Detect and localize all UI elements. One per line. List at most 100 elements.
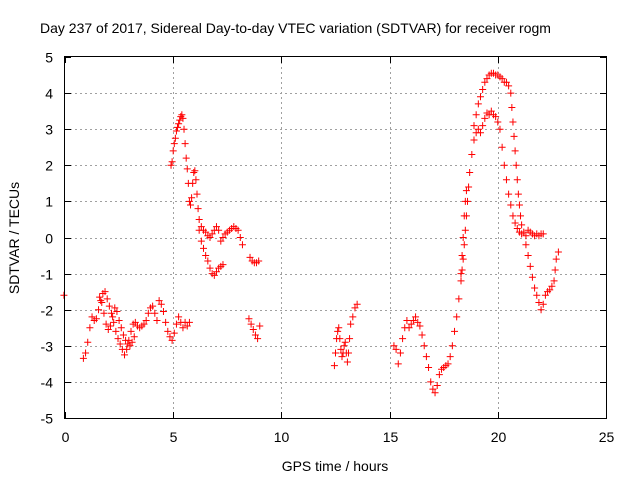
- y-tick-label: 2: [45, 158, 53, 174]
- data-point: [202, 252, 210, 260]
- data-point: [444, 360, 452, 368]
- data-point: [178, 111, 186, 119]
- data-point: [554, 248, 562, 256]
- data-point: [97, 297, 105, 305]
- data-point: [210, 271, 218, 279]
- data-point: [110, 318, 118, 326]
- data-point: [535, 298, 543, 306]
- data-point: [98, 298, 106, 306]
- data-point: [176, 116, 184, 124]
- data-point: [353, 300, 361, 308]
- data-point: [537, 306, 545, 314]
- data-point: [109, 313, 117, 321]
- data-point: [119, 331, 127, 339]
- data-point: [113, 308, 121, 316]
- data-point: [155, 297, 163, 305]
- data-point: [476, 93, 484, 101]
- data-point: [341, 338, 349, 346]
- data-point: [217, 237, 225, 245]
- data-point: [414, 318, 422, 326]
- data-point: [255, 257, 263, 265]
- data-point: [505, 190, 513, 198]
- data-point: [511, 147, 519, 155]
- y-tick-label: 1: [45, 194, 53, 210]
- y-tick-label: 5: [45, 50, 53, 66]
- data-point: [418, 331, 426, 339]
- data-point: [412, 313, 420, 321]
- data-point: [122, 336, 130, 344]
- axis-ticks: [65, 57, 607, 419]
- data-point: [474, 100, 482, 108]
- x-tick-label: 15: [383, 429, 399, 445]
- data-point: [344, 349, 352, 357]
- data-point: [510, 132, 518, 140]
- data-point: [194, 205, 202, 213]
- data-point: [157, 300, 165, 308]
- data-point: [256, 322, 264, 330]
- data-point: [526, 262, 534, 270]
- data-point: [340, 342, 348, 350]
- data-point: [106, 322, 114, 330]
- y-tick-label: 4: [45, 86, 53, 102]
- data-point: [453, 313, 461, 321]
- data-point: [219, 234, 227, 241]
- data-points: [60, 69, 562, 397]
- data-point: [172, 127, 180, 135]
- data-point: [336, 335, 344, 343]
- data-point: [498, 75, 506, 83]
- data-point: [131, 318, 139, 326]
- data-point: [511, 219, 519, 227]
- data-point: [188, 194, 196, 202]
- data-point: [457, 270, 465, 278]
- data-point: [236, 234, 244, 241]
- data-point: [539, 230, 547, 238]
- x-tick-label: 0: [62, 429, 70, 445]
- data-point: [142, 317, 150, 325]
- data-point: [334, 327, 342, 335]
- data-point: [551, 266, 559, 274]
- data-point: [86, 324, 94, 332]
- data-point: [234, 226, 242, 234]
- data-point: [512, 161, 520, 169]
- data-point: [548, 282, 556, 290]
- chart-title: Day 237 of 2017, Sidereal Day-to-day VTE…: [40, 20, 551, 36]
- data-point: [459, 234, 467, 241]
- data-point: [446, 353, 454, 361]
- data-point: [126, 342, 134, 350]
- data-point: [448, 342, 456, 350]
- data-point: [481, 114, 489, 122]
- data-point: [396, 349, 404, 357]
- data-point: [394, 360, 402, 368]
- data-point: [332, 349, 339, 357]
- data-point: [431, 389, 439, 397]
- data-point: [539, 300, 547, 308]
- grid-lines: [65, 57, 606, 418]
- data-point: [483, 75, 491, 83]
- data-point: [190, 169, 198, 177]
- data-point: [111, 304, 119, 312]
- data-point: [349, 313, 357, 321]
- y-tick-labels: 5 4 3 2 1 0 -1 -2 -3 -4 -5: [41, 50, 54, 427]
- data-point: [193, 190, 201, 198]
- data-point: [153, 317, 161, 325]
- data-point: [552, 255, 560, 263]
- data-point: [60, 291, 68, 299]
- data-point: [461, 226, 469, 234]
- data-point: [465, 183, 473, 191]
- data-point: [405, 324, 413, 332]
- data-point: [171, 134, 179, 142]
- data-point: [476, 129, 484, 137]
- data-point: [514, 190, 522, 198]
- data-point: [101, 288, 109, 296]
- data-point: [513, 224, 521, 232]
- data-point: [175, 120, 183, 128]
- data-point: [502, 78, 510, 86]
- data-point: [105, 302, 113, 310]
- data-point: [179, 114, 187, 122]
- data-point: [245, 315, 253, 323]
- data-point: [192, 176, 200, 184]
- data-point: [531, 284, 539, 292]
- data-point: [108, 309, 116, 317]
- data-point: [168, 158, 176, 166]
- data-point: [429, 385, 437, 393]
